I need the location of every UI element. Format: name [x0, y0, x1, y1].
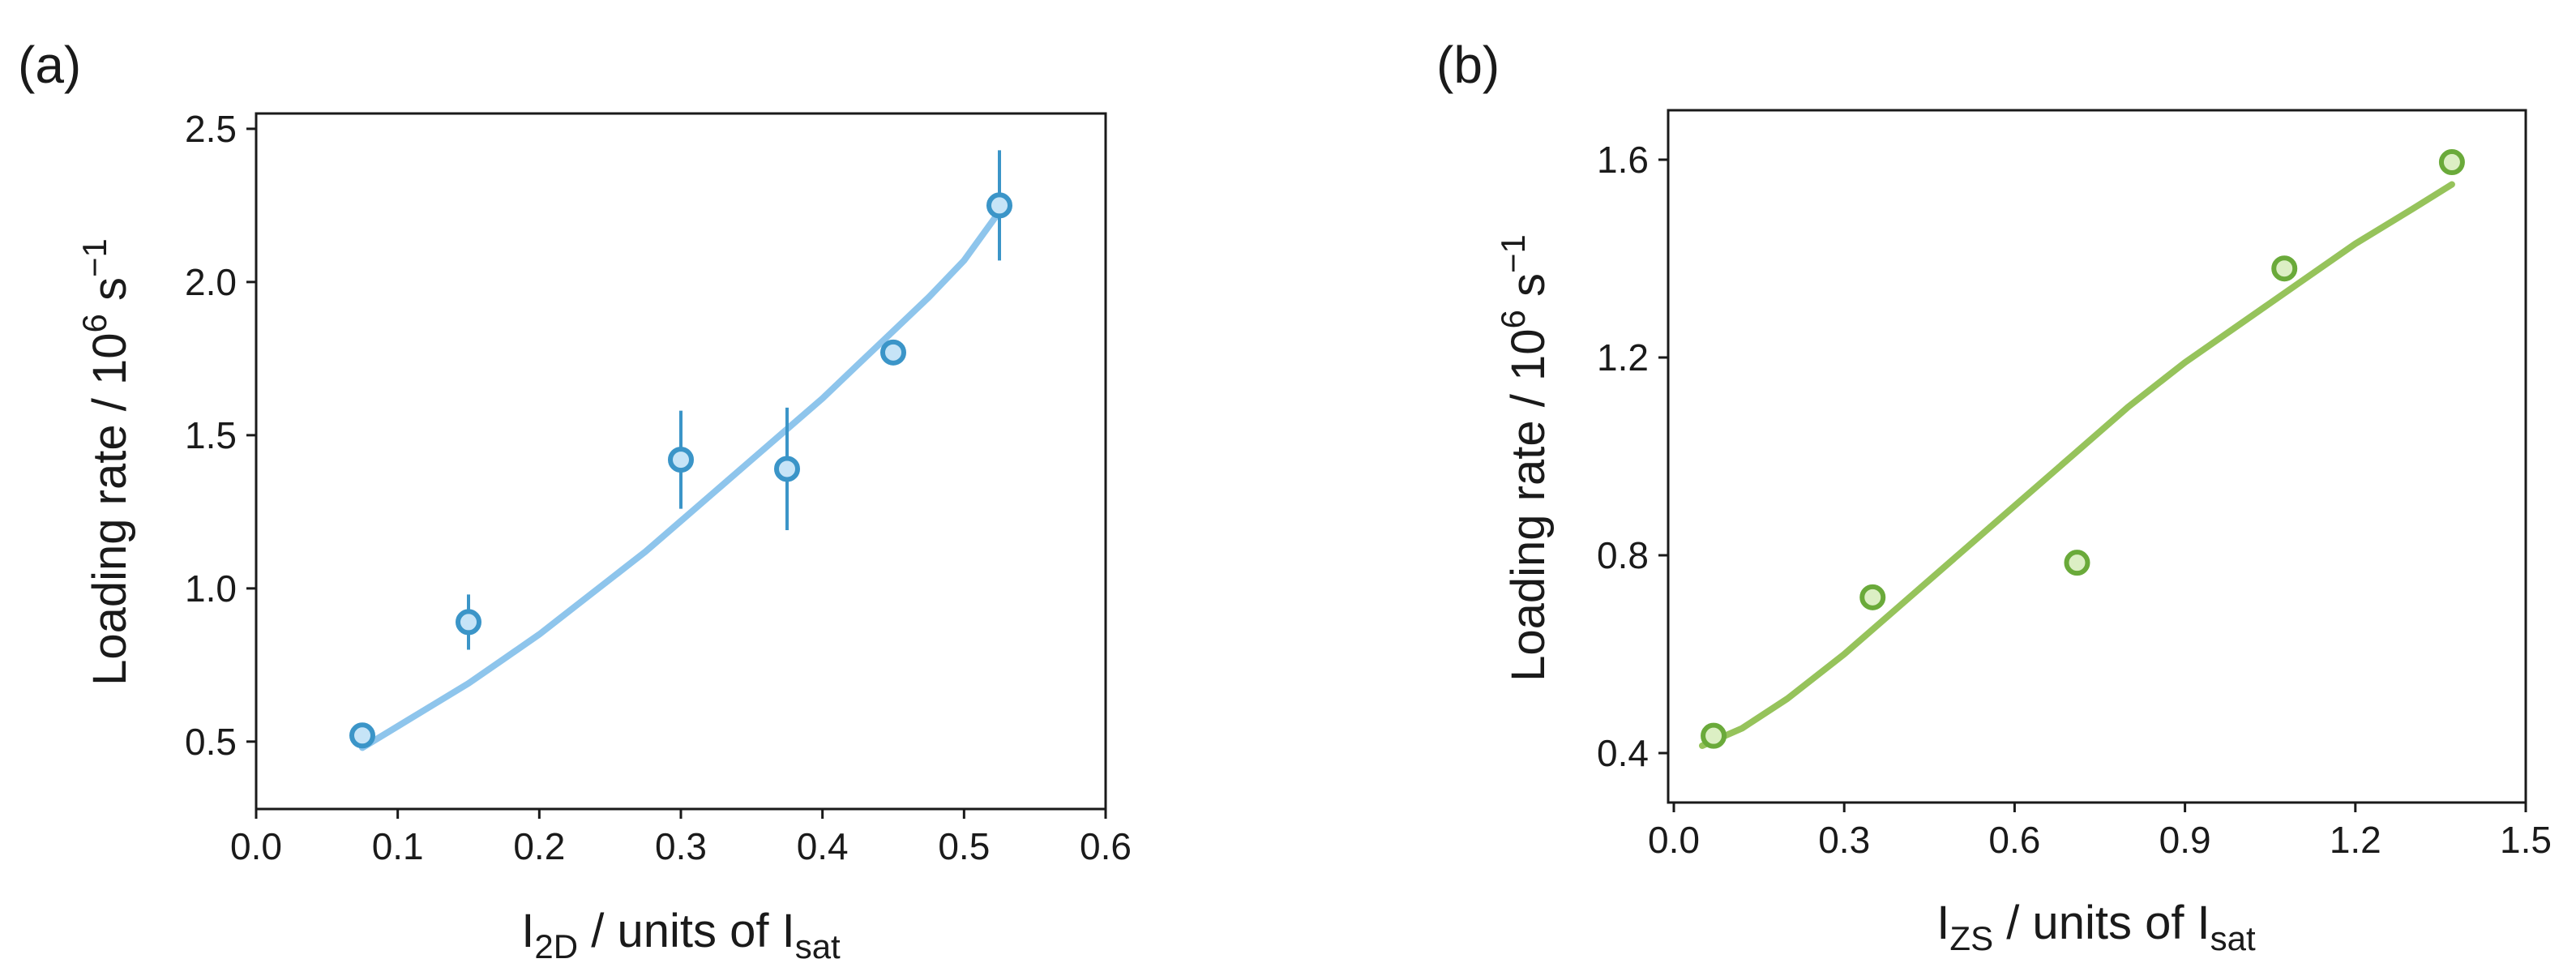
y-tick-label: 1.0: [185, 567, 237, 610]
data-point: [2064, 550, 2090, 576]
fit-curve: [1699, 181, 2455, 749]
data-point: [456, 609, 481, 636]
y-tick-label: 1.2: [1597, 336, 1649, 379]
panel-b-y-axis-label: Loading rate / 106 s−1: [1494, 234, 1555, 682]
x-tick-label: 0.0: [230, 825, 282, 867]
data-point: [774, 456, 800, 482]
fit-curve: [359, 208, 1003, 751]
panel-b-x-axis-label: IZS / units of Isat: [1936, 897, 2256, 957]
y-tick-label: 0.8: [1597, 534, 1649, 576]
y-tick-label: 1.5: [185, 414, 237, 456]
panel-a-label: (a): [18, 36, 81, 94]
data-point: [1701, 722, 1727, 749]
x-tick-label: 0.1: [372, 825, 424, 867]
y-tick-label: 2.0: [185, 261, 237, 303]
x-tick-label: 0.2: [513, 825, 565, 867]
data-point: [349, 722, 375, 749]
panel-a-y-axis-label: Loading rate / 106 s−1: [75, 238, 136, 686]
panel-b-plot-frame: [1667, 109, 2527, 804]
y-tick-label: 1.6: [1597, 139, 1649, 181]
data-point: [986, 192, 1012, 219]
y-tick-label: 0.5: [185, 721, 237, 763]
data-point: [880, 339, 906, 366]
x-tick-label: 0.6: [1988, 819, 2040, 861]
y-tick-label: 2.5: [185, 108, 237, 150]
x-tick-label: 0.5: [938, 825, 990, 867]
y-tick-label: 0.4: [1597, 732, 1649, 774]
panel-a-x-axis-label: I2D / units of Isat: [521, 905, 841, 965]
data-point: [2438, 149, 2465, 176]
x-tick-label: 0.3: [655, 825, 707, 867]
x-tick-label: 0.9: [2159, 819, 2211, 861]
x-tick-label: 0.6: [1080, 825, 1132, 867]
x-tick-label: 0.3: [1818, 819, 1870, 861]
panel-a: (a) 0.0 0.1 0.2 0.3 0.4 0.5 0.6 0.5 1.0 1.5 2.0 2.…: [18, 36, 1132, 965]
x-tick-label: 0.0: [1648, 819, 1700, 861]
panel-b-label: (b): [1436, 36, 1500, 94]
panel-b: (b) 0.0 0.3 0.6 0.9 1.2 1.5 0.4 0.8 1.2 1.6 IZS …: [1436, 36, 2552, 957]
data-point: [1859, 584, 1886, 610]
data-point: [2271, 255, 2298, 282]
x-tick-label: 1.5: [2500, 819, 2552, 861]
x-tick-label: 1.2: [2330, 819, 2381, 861]
data-point: [668, 447, 694, 473]
x-tick-label: 0.4: [797, 825, 849, 867]
